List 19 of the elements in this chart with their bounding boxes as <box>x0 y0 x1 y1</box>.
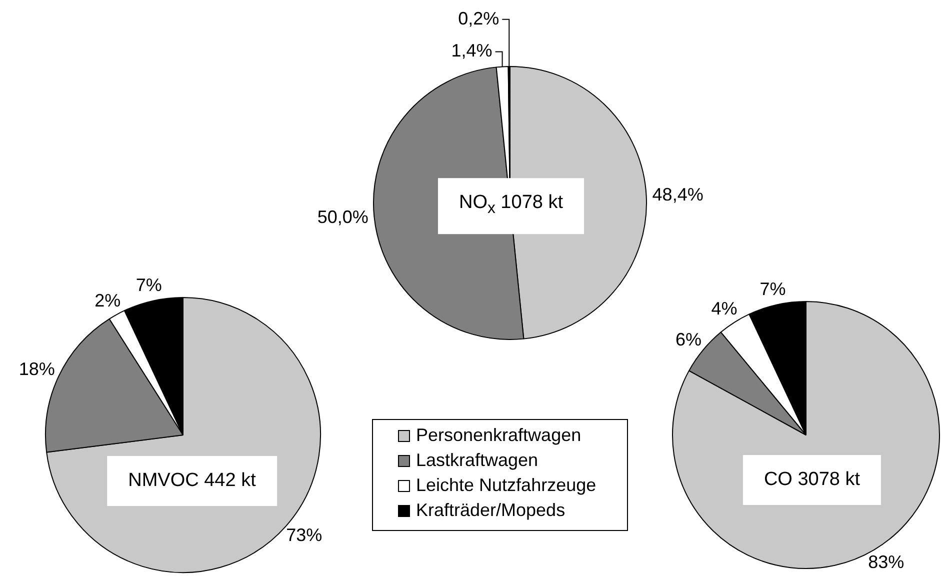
data-label: 48,4% <box>652 184 704 204</box>
text: NO$_{x}$ 1078 kt <box>438 178 584 234</box>
legend-label: Leichte Nutzfahrzeuge <box>416 474 596 497</box>
data-label: 6% <box>675 329 702 350</box>
data-label: 18% <box>18 359 55 380</box>
text: CO 3078 kt <box>742 455 882 505</box>
data-label: 73% <box>286 524 322 545</box>
legend-label: Krafträder/Mopeds <box>416 499 566 522</box>
legend-label: Personenkraftwagen <box>416 424 582 447</box>
data-label: 50,0% <box>317 207 368 228</box>
data-label: 1,4% <box>451 40 492 61</box>
legend-label: Lastkraftwagen <box>416 449 538 472</box>
data-label: 0,2% <box>458 8 500 28</box>
data-label: 2% <box>94 290 121 310</box>
data-label: 4% <box>711 298 738 319</box>
data-label: 7% <box>760 279 786 300</box>
data-label: 7% <box>136 275 162 296</box>
text: NMVOC 442 kt <box>107 456 277 506</box>
data-label: 83% <box>868 552 904 572</box>
